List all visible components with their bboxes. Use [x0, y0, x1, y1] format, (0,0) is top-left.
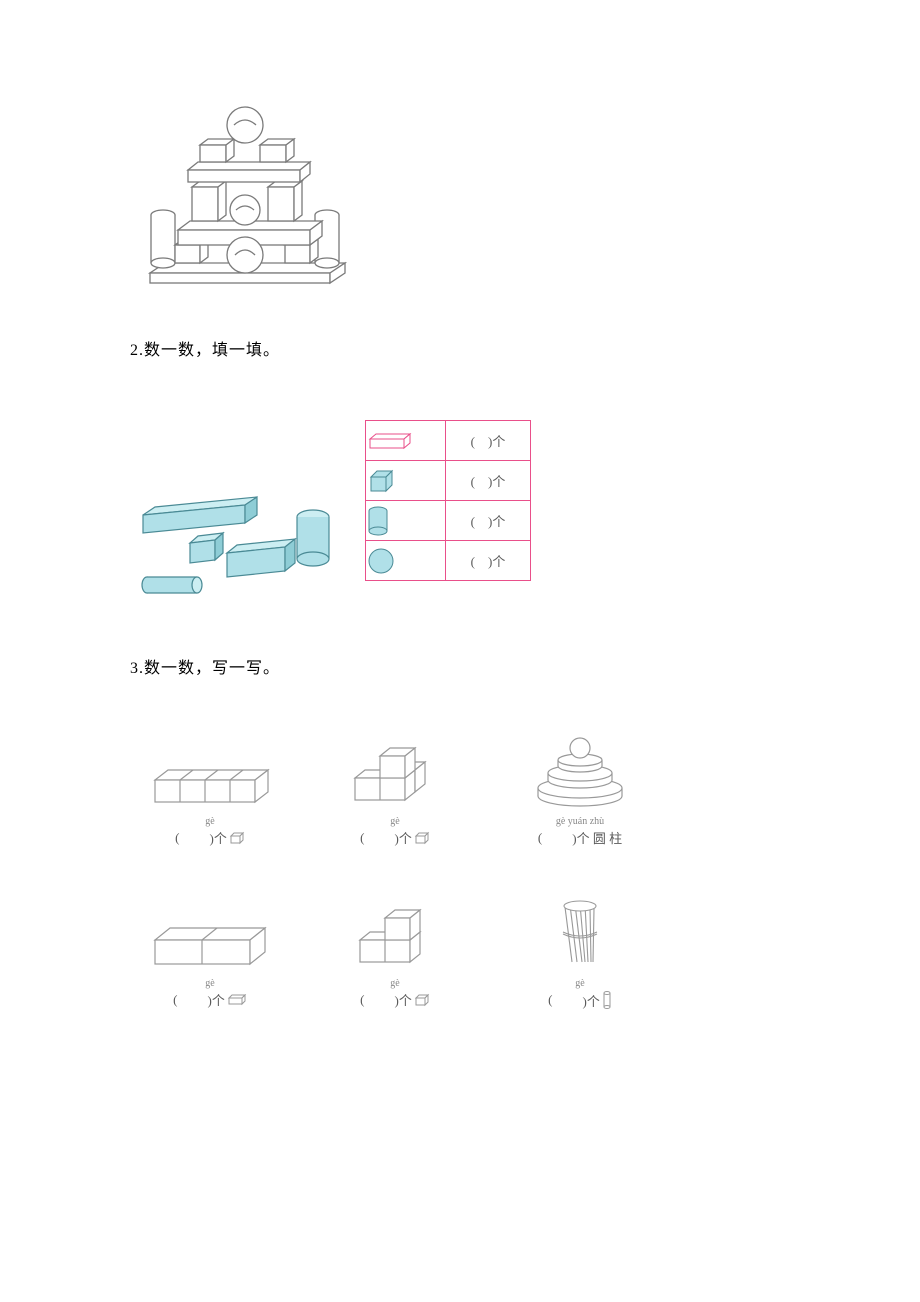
q3-item-4: gè ( )个: [130, 902, 290, 1010]
q3-item-5: gè ( )个: [315, 902, 475, 1010]
q3-fig-2: [325, 740, 465, 810]
q2-shapes-figure: [135, 475, 345, 585]
q3-fig-4: [140, 902, 280, 972]
blank: [554, 991, 580, 1010]
q2-table-row: ( )个: [366, 461, 531, 501]
paren-text: (: [548, 992, 552, 1008]
paren-text: (: [538, 830, 542, 846]
paren-text: (: [360, 992, 364, 1008]
paren-text: (: [173, 992, 177, 1008]
q3-answer-5: ( )个: [360, 990, 430, 1009]
q3-grid: gè ( )个: [130, 740, 660, 1065]
blank: [544, 828, 570, 847]
paren-text: )个: [210, 828, 227, 847]
cube-icon: [414, 831, 430, 845]
q3-pinyin-4: gè: [205, 978, 214, 989]
q2-count-cell: ( )个: [446, 541, 531, 581]
q3-fig-6: [510, 902, 650, 972]
paren-text: (: [360, 830, 364, 846]
q3-answer-2: ( )个: [360, 828, 430, 847]
paren-text: (: [175, 830, 179, 846]
cube-icon: [414, 993, 430, 1007]
q3-row-1: gè ( )个: [130, 740, 660, 847]
q3-pinyin-6: gè: [575, 978, 584, 989]
cube-icon: [366, 467, 445, 495]
q3-item-1: gè ( )个: [130, 740, 290, 847]
q2-shape-cell: [366, 421, 446, 461]
q2-label: 2.数一数，填一填。: [130, 336, 280, 360]
paren-text: )个 圆 柱: [572, 828, 622, 847]
q3-item-6: gè ( )个: [500, 902, 660, 1010]
q2-count-cell: ( )个: [446, 421, 531, 461]
q2-table-row: ( )个: [366, 541, 531, 581]
blank: [179, 990, 205, 1009]
paren-text: )个: [208, 990, 225, 1009]
q2-table-row: ( )个: [366, 421, 531, 461]
q3-pinyin-1: gè: [205, 816, 214, 827]
q3-item-3: gè yuán zhù ( )个 圆 柱: [500, 740, 660, 847]
q2-count-cell: ( )个: [446, 461, 531, 501]
q3-pinyin-5: gè: [390, 978, 399, 989]
q3-answer-4: ( )个: [173, 990, 247, 1009]
q2-table: ( )个( )个( )个( )个: [365, 420, 531, 581]
q3-fig-3: [510, 740, 650, 810]
blank: [366, 990, 392, 1009]
cube-icon: [229, 831, 245, 845]
q2-shape-cell: [366, 501, 446, 541]
cylinder-icon: [602, 990, 612, 1010]
q3-answer-1: ( )个: [175, 828, 245, 847]
q2-section: ( )个( )个( )个( )个: [135, 420, 565, 590]
q2-shape-cell: [366, 461, 446, 501]
blank: [366, 828, 392, 847]
paren-text: )个: [583, 991, 600, 1010]
q2-count-cell: ( )个: [446, 501, 531, 541]
q1-blocks-figure: [130, 95, 360, 290]
q3-answer-3: ( )个 圆 柱: [538, 828, 622, 847]
paren-text: )个: [395, 828, 412, 847]
q3-pinyin-3: gè yuán zhù: [556, 816, 604, 827]
cuboid-icon: [366, 431, 445, 451]
q3-pinyin-2: gè: [390, 816, 399, 827]
q3-label: 3.数一数，写一写。: [130, 654, 280, 678]
q3-answer-6: ( )个: [548, 990, 612, 1010]
q3-item-2: gè ( )个: [315, 740, 475, 847]
cuboid-icon: [227, 994, 247, 1006]
q2-shape-cell: [366, 541, 446, 581]
sphere-icon: [366, 546, 445, 576]
q3-fig-5: [325, 902, 465, 972]
q2-table-row: ( )个: [366, 501, 531, 541]
paren-text: )个: [395, 990, 412, 1009]
cylinder-icon: [366, 505, 445, 537]
q3-fig-1: [140, 740, 280, 810]
q3-row-2: gè ( )个: [130, 902, 660, 1010]
blank: [181, 828, 207, 847]
